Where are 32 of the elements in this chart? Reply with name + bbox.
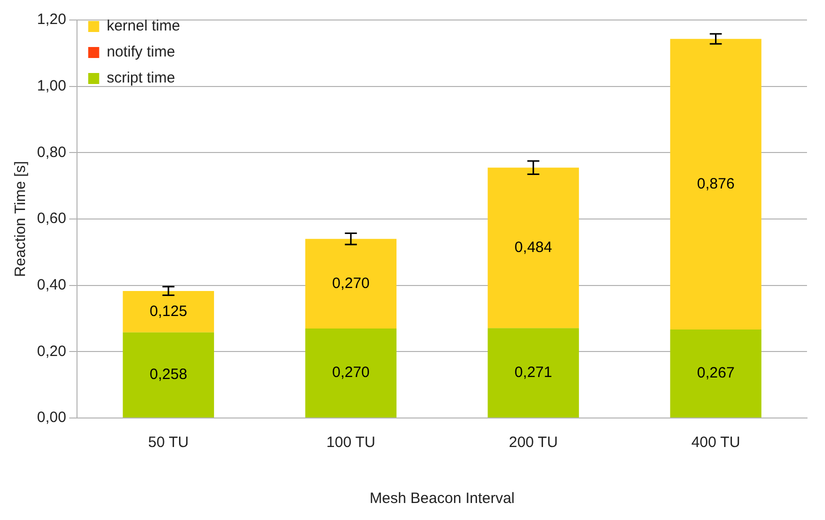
y-tick-label: 0,20 (36, 342, 66, 360)
y-tick-label: 0,60 (36, 210, 66, 228)
bar (305, 238, 396, 328)
data-label: 0,125 (150, 302, 188, 320)
legend-label: kernel time (106, 18, 180, 35)
x-axis-title: Mesh Beacon Interval (370, 490, 515, 508)
y-tick-label: 1,20 (36, 11, 66, 28)
data-label: 0,876 (697, 175, 735, 192)
legend-label: notify time (106, 44, 176, 61)
data-label: 0,484 (514, 238, 552, 256)
data-label: 0,258 (150, 366, 188, 384)
bar (305, 328, 396, 418)
bar (122, 290, 214, 332)
x-tick-label: 200 TU (508, 434, 558, 452)
data-label: 0,270 (332, 274, 370, 292)
legend-label: script time (106, 70, 176, 87)
x-tick-label: 100 TU (326, 434, 376, 452)
y-tick-label: 0,00 (36, 409, 66, 426)
x-tick-label: 400 TU (691, 434, 740, 452)
y-tick-label: 0,40 (36, 276, 66, 294)
data-label: 0,271 (514, 364, 552, 381)
y-tick-label: 1,00 (36, 77, 66, 94)
bar (670, 38, 762, 330)
x-tick-label: 50 TU (148, 434, 189, 452)
y-tick-label: 0,80 (36, 144, 66, 161)
bar (670, 329, 762, 418)
data-label: 0,270 (332, 364, 370, 382)
bar (488, 328, 579, 418)
y-axis-title: Reaction Time [s] (12, 161, 30, 277)
bar (488, 168, 579, 328)
data-label: 0,267 (697, 364, 735, 382)
bar (122, 332, 214, 418)
